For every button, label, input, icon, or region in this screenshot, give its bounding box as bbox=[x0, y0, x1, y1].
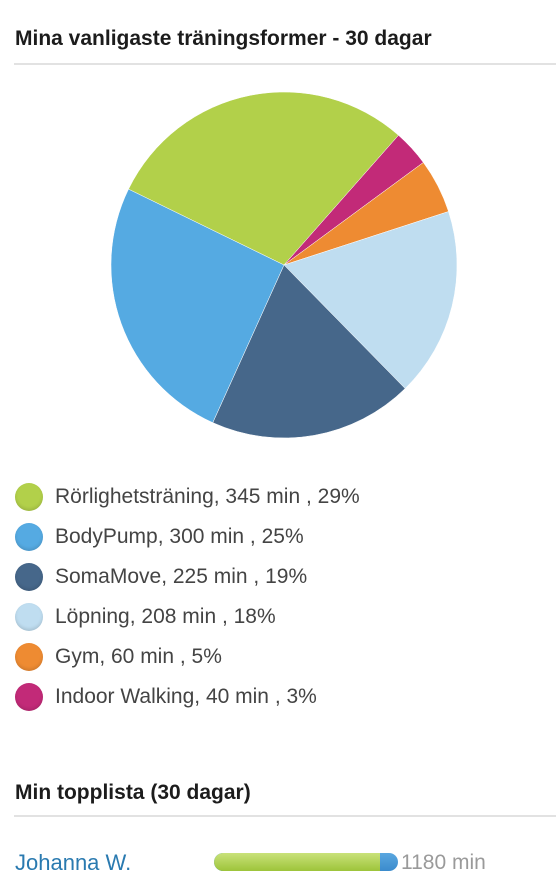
pie-chart-svg bbox=[110, 91, 458, 439]
legend-item: Löpning, 208 min , 18% bbox=[15, 597, 360, 637]
toplist-title: Min topplista (30 dagar) bbox=[15, 781, 251, 804]
pie-slice-löpning bbox=[283, 211, 458, 389]
legend-label: BodyPump, 300 min , 25% bbox=[55, 525, 304, 548]
legend-item: BodyPump, 300 min , 25% bbox=[15, 517, 360, 557]
legend-swatch bbox=[15, 643, 43, 671]
legend-label: Löpning, 208 min , 18% bbox=[55, 605, 276, 628]
legend-swatch bbox=[15, 563, 43, 591]
toplist-progress-bar bbox=[214, 853, 398, 871]
legend-swatch bbox=[15, 483, 43, 511]
pie-slice-bodypump bbox=[110, 188, 285, 423]
toplist-divider bbox=[14, 815, 556, 817]
pie-slice-somamove bbox=[212, 264, 406, 439]
legend-label: SomaMove, 225 min , 19% bbox=[55, 565, 308, 588]
legend-swatch bbox=[15, 523, 43, 551]
legend-swatch bbox=[15, 683, 43, 711]
chart-title: Mina vanligaste träningsformer - 30 daga… bbox=[15, 27, 432, 50]
toplist-user-link[interactable]: Johanna W. bbox=[15, 850, 132, 875]
toplist-progress-fill bbox=[214, 853, 380, 871]
title-divider bbox=[14, 63, 556, 65]
legend-item: Rörlighetsträning, 345 min , 29% bbox=[15, 477, 360, 517]
legend-label: Indoor Walking, 40 min , 3% bbox=[55, 685, 317, 708]
chart-legend: Rörlighetsträning, 345 min , 29% BodyPump… bbox=[15, 477, 360, 717]
pie-chart bbox=[0, 70, 556, 460]
legend-label: Rörlighetsträning, 345 min , 29% bbox=[55, 485, 360, 508]
legend-label: Gym, 60 min , 5% bbox=[55, 645, 222, 668]
legend-item: Gym, 60 min , 5% bbox=[15, 637, 360, 677]
legend-item: SomaMove, 225 min , 19% bbox=[15, 557, 360, 597]
legend-swatch bbox=[15, 603, 43, 631]
legend-item: Indoor Walking, 40 min , 3% bbox=[15, 677, 360, 717]
toplist-row: Johanna W. 1180 min bbox=[15, 848, 545, 880]
pie-slice-rörlighetsträning bbox=[128, 91, 399, 266]
toplist-value: 1180 min bbox=[401, 851, 486, 874]
